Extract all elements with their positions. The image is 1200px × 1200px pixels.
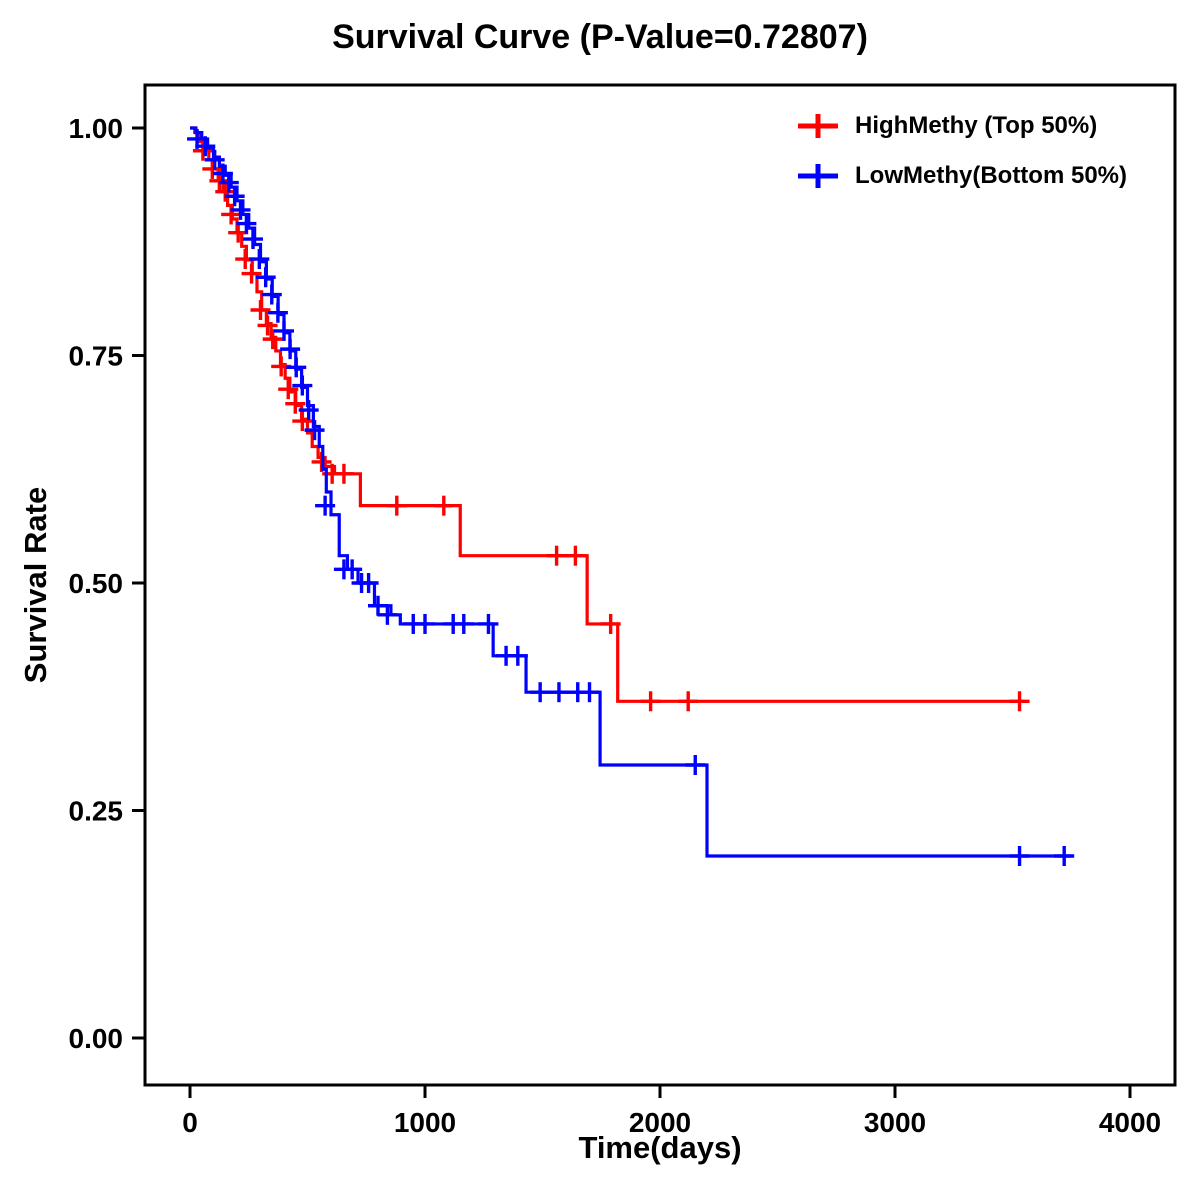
- legend-label-lowmethy: LowMethy(Bottom 50%): [855, 162, 1127, 189]
- legend-item-highmethy: HighMethy (Top 50%): [795, 112, 1127, 140]
- x-axis-title: Time(days): [578, 1130, 742, 1165]
- chart-title: Survival Curve (P-Value=0.72807): [332, 18, 868, 56]
- svg-text:2000: 2000: [629, 1107, 691, 1138]
- svg-text:0.50: 0.50: [69, 568, 124, 599]
- svg-text:0.25: 0.25: [69, 796, 124, 827]
- plus-marker-icon: [798, 164, 838, 188]
- plus-marker-icon: [798, 114, 838, 138]
- legend-item-lowmethy: LowMethy(Bottom 50%): [795, 162, 1127, 190]
- svg-text:1000: 1000: [394, 1107, 456, 1138]
- legend-label-highmethy: HighMethy (Top 50%): [855, 112, 1098, 139]
- svg-text:0.00: 0.00: [69, 1023, 124, 1054]
- svg-text:3000: 3000: [864, 1107, 926, 1138]
- svg-text:4000: 4000: [1099, 1107, 1161, 1138]
- svg-text:1.00: 1.00: [69, 113, 124, 144]
- svg-text:0.75: 0.75: [69, 341, 124, 372]
- legend: HighMethy (Top 50%) LowMethy(Bottom 50%): [795, 112, 1127, 190]
- svg-text:0: 0: [182, 1107, 198, 1138]
